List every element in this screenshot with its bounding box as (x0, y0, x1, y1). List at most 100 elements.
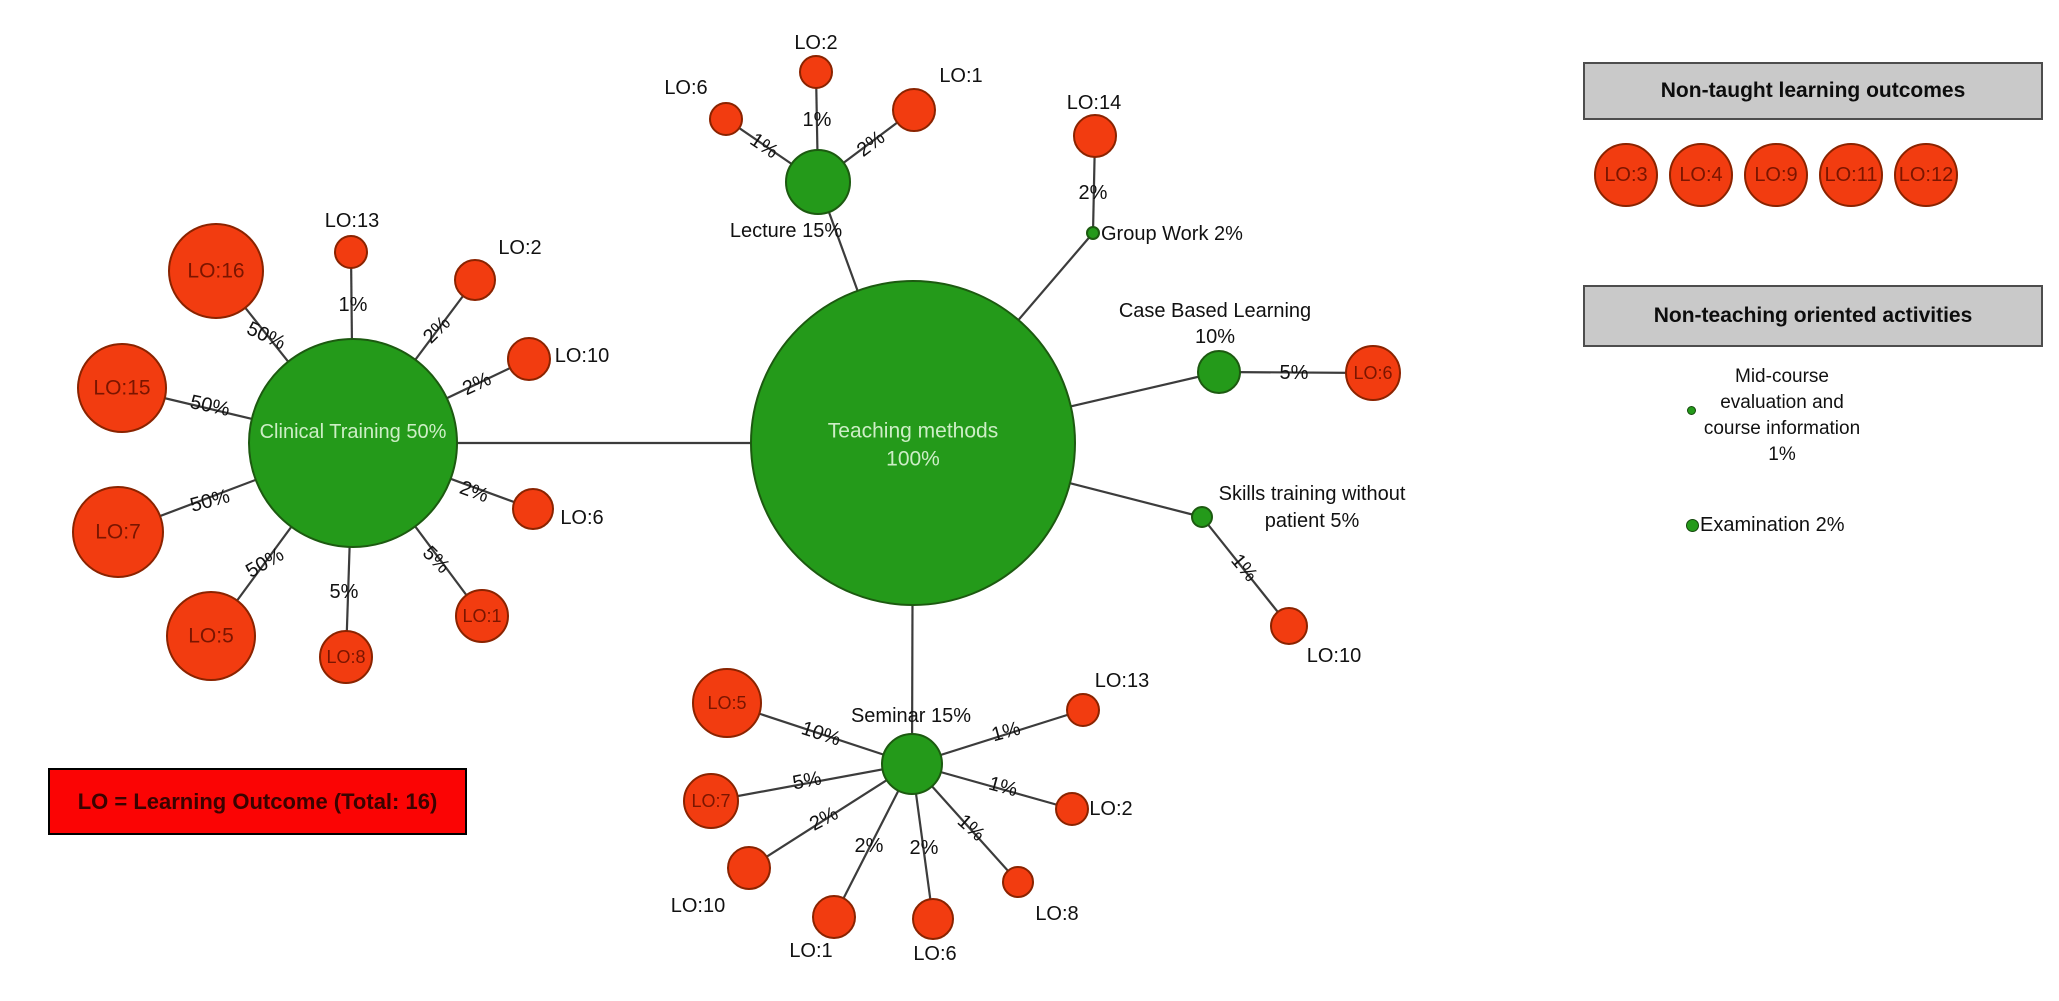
lo-circle-lo-13 (1066, 693, 1100, 727)
examination-label: Examination 2% (1700, 514, 1845, 536)
lo-circle-lo-13 (334, 235, 368, 269)
lo-label-lo-6: LO:6 (560, 507, 603, 529)
edge-seminar-lo-7 (710, 762, 913, 803)
lo-circle-lo-16 (168, 223, 264, 319)
lo-circle-lo-5 (166, 591, 256, 681)
hub-label-cbl: 10% (1195, 326, 1235, 348)
examination-bullet-dot (1686, 519, 1699, 532)
hub-label-groupwork: Group Work 2% (1101, 223, 1243, 245)
lo-label-lo-6: LO:6 (1353, 363, 1392, 383)
edge-skills-lo-10 (1201, 516, 1290, 627)
hub-label-skills: patient 5% (1265, 510, 1360, 532)
lo-label-lo-10: LO:10 (555, 345, 609, 367)
pct-label-lecture-lo-6: 1% (746, 129, 782, 164)
midcourse-line-2: evaluation and (1720, 392, 1844, 413)
lo-label-lo-2: LO:2 (1089, 798, 1132, 820)
hub-circle-groupwork (1086, 226, 1100, 240)
hub-circle-skills (1191, 506, 1213, 528)
pct-label-seminar-lo-2: 1% (986, 773, 1020, 802)
lo-label-lo-5: LO:5 (707, 693, 746, 713)
lo-circle-lo-6 (709, 102, 743, 136)
midcourse-bullet-dot (1687, 406, 1696, 415)
lo-label-lo-10: LO:10 (671, 895, 725, 917)
hub-label-clinical: Clinical Training 50% (260, 421, 447, 443)
lo-circle-lo-8 (1002, 866, 1034, 898)
non-taught-outcomes-header: Non-taught learning outcomes (1583, 62, 2043, 120)
lo-circle-lo-1 (455, 589, 509, 643)
pct-label-seminar-lo-10: 2% (806, 802, 842, 835)
non-taught-lo-chip: LO:11 (1819, 143, 1883, 207)
lo-circle-lo-6 (1345, 345, 1401, 401)
pct-label-groupwork-lo-14: 2% (1079, 182, 1108, 204)
lo-circle-lo-15 (77, 343, 167, 433)
lo-label-lo-1: LO:1 (939, 65, 982, 87)
hub-circle-seminar (881, 733, 943, 795)
hub-circle-clinical (248, 338, 458, 548)
pct-label-clinical-lo-2: 2% (419, 312, 455, 348)
lo-circle-lo-6 (512, 488, 554, 530)
lo-label-lo-2: LO:2 (498, 237, 541, 259)
lo-label-lo-15: LO:15 (93, 377, 150, 400)
lo-circle-lo-10 (727, 846, 771, 890)
midcourse-line-1: Mid-course (1735, 366, 1829, 387)
hub-label-cbl: Case Based Learning (1119, 300, 1311, 322)
lo-circle-lo-2 (799, 55, 833, 89)
lo-label-lo-1: LO:1 (789, 940, 832, 962)
midcourse-line-3: course information (1703, 418, 1861, 439)
pct-label-seminar-lo-6: 2% (910, 837, 939, 859)
pct-label-seminar-lo-5: 10% (799, 717, 844, 750)
lo-label-lo-7: LO:7 (95, 521, 141, 544)
non-taught-lo-chip: LO:9 (1744, 143, 1808, 207)
lo-circle-lo-1 (812, 895, 856, 939)
pct-label-clinical-lo-7: 50% (188, 485, 233, 517)
hub-label-seminar: Seminar 15% (851, 705, 971, 727)
pct-label-clinical-lo-16: 50% (243, 318, 289, 355)
hub-circle-lecture (785, 149, 851, 215)
pct-label-clinical-lo-10: 2% (459, 368, 495, 400)
lo-label-lo-13: LO:13 (325, 210, 379, 232)
lo-circle-lo-2 (1055, 792, 1089, 826)
lo-label-lo-7: LO:7 (691, 791, 730, 811)
lo-circle-lo-10 (507, 337, 551, 381)
lo-circle-lo-7 (72, 486, 164, 578)
pct-label-lecture-lo-2: 1% (803, 109, 832, 131)
hub-circle-cbl (1197, 350, 1241, 394)
lo-label-lo-13: LO:13 (1095, 670, 1149, 692)
pct-label-seminar-lo-13: 1% (989, 718, 1023, 747)
legend-box: LO = Learning Outcome (Total: 16) (48, 768, 467, 835)
lo-label-lo-14: LO:14 (1067, 92, 1121, 114)
lo-label-lo-6: LO:6 (664, 77, 707, 99)
lo-label-lo-10: LO:10 (1307, 645, 1361, 667)
hub-label-teaching: 100% (886, 448, 940, 471)
lo-circle-lo-2 (454, 259, 496, 301)
pct-label-clinical-lo-13: 1% (339, 294, 368, 316)
edge-seminar-lo-10 (748, 763, 913, 869)
lo-circle-lo-14 (1073, 114, 1117, 158)
hub-label-lecture: Lecture 15% (730, 220, 843, 242)
non-teaching-activities-header: Non-teaching oriented activities (1583, 285, 2043, 347)
non-taught-lo-chip: LO:12 (1894, 143, 1958, 207)
lo-label-lo-16: LO:16 (187, 260, 244, 283)
non-taught-lo-chip: LO:3 (1594, 143, 1658, 207)
lo-circle-lo-8 (319, 630, 373, 684)
non-taught-lo-chip: LO:4 (1669, 143, 1733, 207)
hub-circle-teaching (750, 280, 1076, 606)
pct-label-clinical-lo-5: 50% (242, 543, 288, 582)
lo-label-lo-6: LO:6 (913, 943, 956, 965)
lo-label-lo-1: LO:1 (462, 606, 501, 626)
pct-label-cbl-lo-6: 5% (1280, 362, 1309, 384)
pct-label-seminar-lo-7: 5% (791, 767, 824, 794)
pct-label-seminar-lo-1: 2% (855, 835, 884, 857)
pct-label-clinical-lo-6: 2% (457, 477, 492, 508)
lo-label-lo-8: LO:8 (1035, 903, 1078, 925)
hub-label-skills: Skills training without (1219, 483, 1406, 505)
pct-label-clinical-lo-15: 50% (188, 391, 232, 421)
lo-circle-lo-5 (692, 668, 762, 738)
hub-label-teaching: Teaching methods (828, 420, 998, 443)
pct-label-clinical-lo-8: 5% (330, 581, 359, 603)
lo-circle-lo-6 (912, 898, 954, 940)
examination-item: Examination 2% (1686, 514, 1845, 537)
midcourse-evaluation-item: Mid-course evaluation and course informa… (1642, 364, 1922, 468)
